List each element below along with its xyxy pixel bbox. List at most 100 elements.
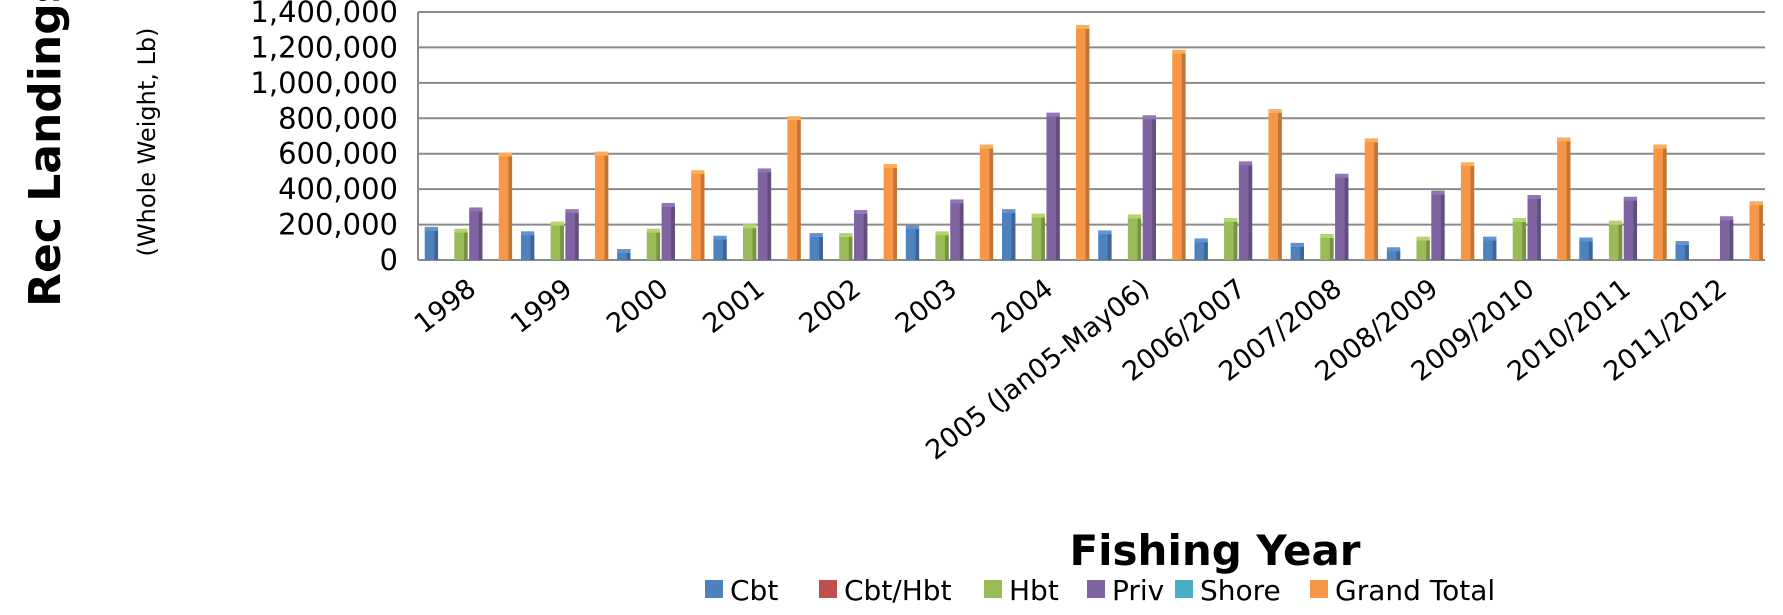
bar-side [1492,239,1497,260]
legend-label: Grand Total [1335,574,1495,607]
bar-side [1278,112,1282,260]
y-tick-label: 1,400,000 [250,0,398,29]
bar-top [883,164,897,168]
bar-side [1204,241,1208,260]
x-tick-label: 2004 [986,273,1059,340]
bar [617,252,631,260]
bar-top [713,235,727,240]
bars [424,24,1763,261]
bar-side [848,236,853,260]
bar-top [1127,214,1142,219]
bar-top [424,226,439,231]
bar-side [1248,164,1253,260]
bar-top [1431,190,1445,195]
bar-top [1579,237,1593,242]
bar-top [1527,195,1541,199]
bar-top [950,199,964,204]
bar-side [1085,27,1090,261]
bar-side [1233,221,1238,260]
bar-top [979,144,994,149]
legend-label: Cbt/Hbt [844,574,952,607]
bar-side [1729,219,1734,260]
bar-top [839,233,853,238]
bar-side [1107,233,1112,260]
bar-top [905,225,920,230]
bar-top [1238,161,1253,166]
gridlines [417,11,1765,261]
bar-top [1076,24,1090,29]
bar-side [463,231,468,260]
bar-top [454,228,468,233]
bar-side [508,155,513,260]
y-axis-subtitle: (Whole Weight, Lb) [133,28,161,257]
legend-label: Cbt [730,574,778,607]
bar-top [1046,112,1060,117]
legend-swatch [1310,580,1328,598]
bar-side [1662,147,1667,260]
bar-side [1633,199,1638,260]
y-axis-title: Rec Landings [20,0,71,307]
legend-swatch [819,580,837,598]
bar-top [1364,138,1378,143]
bar-top [1290,242,1304,247]
bar-top [520,231,535,236]
bar-side [1181,52,1186,260]
bar-side [1588,240,1593,260]
bar-top [691,170,705,175]
bar-side [1374,141,1378,260]
y-axis-ticks: 0200,000400,000600,000800,0001,000,0001,… [250,0,398,277]
bar-side [574,212,579,260]
bar-top [809,233,823,238]
legend-label: Priv [1112,574,1164,607]
x-tick-label: 1998 [409,273,482,340]
bar-top [1460,162,1475,167]
bar-top [1386,247,1401,252]
bar-side [945,234,949,260]
x-tick-label: 2001 [697,273,770,340]
bar-side [796,119,801,261]
bar-top [1653,144,1667,149]
x-tick-label: 2000 [601,273,674,340]
x-axis-title: Fishing Year [1069,526,1360,575]
bar-top [1623,196,1638,201]
x-tick-label: 2003 [890,273,963,340]
legend-label: Shore [1200,574,1281,607]
bar-side [1344,176,1349,260]
bar-top [1002,209,1016,214]
bar-top [1268,109,1282,114]
bar-side [1470,165,1475,260]
bar-side [1329,236,1334,260]
y-tick-label: 600,000 [278,137,398,171]
bar-top [1749,201,1763,206]
bar-top [757,168,772,173]
legend-swatch [984,580,1002,598]
bar-top [1675,241,1689,246]
bar-top [787,116,801,121]
bar-side [893,167,897,260]
bar-top [617,249,631,254]
bar-side [1685,244,1689,260]
bar-side [722,238,727,260]
y-tick-label: 1,000,000 [250,66,398,100]
bar-side [1440,193,1445,260]
bar-side [560,224,564,260]
bar-side [656,231,661,260]
bar-side [1041,216,1045,260]
bar-side [1522,221,1527,260]
bar-top [469,207,483,212]
bar-side [434,229,439,260]
bar-side [767,171,772,260]
bar-side [752,227,757,260]
bar-top [1512,218,1527,223]
bar-side [604,154,609,260]
bar-top [1031,213,1045,218]
legend-swatch [1087,580,1105,598]
bar-top [1483,236,1497,241]
bar-side [700,173,705,260]
bar-side [530,234,535,260]
bar-top [498,152,513,157]
bar-top [1320,233,1334,238]
bar-top [594,151,609,156]
legend-swatch [1175,580,1193,598]
